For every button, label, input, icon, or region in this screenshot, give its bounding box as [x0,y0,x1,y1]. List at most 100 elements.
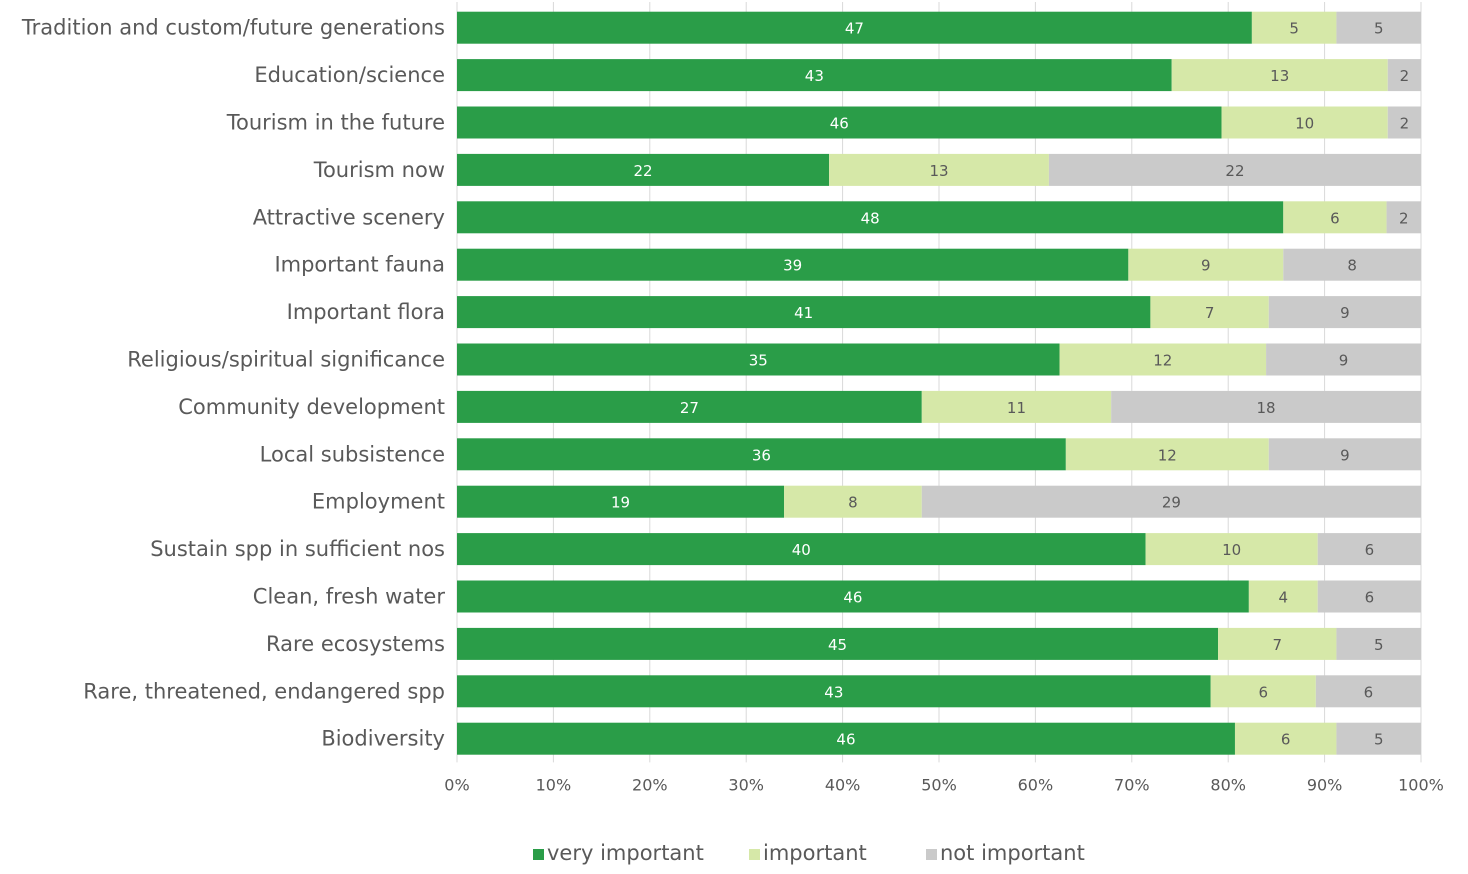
bar-segment-very-important [457,343,1060,376]
data-label: 11 [1007,399,1026,417]
data-label: 2 [1399,209,1409,227]
bar-segment-not-important [1317,580,1421,613]
data-label: 4 [1279,589,1289,607]
category-label: Rare, threatened, endangered spp [83,679,445,703]
data-label: 35 [749,352,768,370]
bar-segment-not-important [921,485,1421,518]
bar-segment-important [1283,201,1387,234]
bar-segment-very-important [457,722,1235,755]
bar-segment-not-important [1111,390,1421,423]
x-tick-label: 60% [1018,775,1054,794]
legend: very important important not important [533,841,1085,865]
bar-segment-important [1234,722,1337,755]
x-axis-ticks-layer: 0% 10% 20% 30% 40% 50% 60% 70% 80% 90% 100% [444,775,1444,794]
legend-swatch [926,849,937,860]
bar-segment-very-important [457,580,1249,613]
category-label: Tourism in the future [226,111,445,135]
bar-segment-important [1059,343,1267,376]
data-label: 6 [1365,541,1375,559]
category-label: Tradition and custom/future generations [21,16,445,40]
data-label: 5 [1374,20,1384,38]
category-label: Important fauna [274,253,445,277]
bar-segment-important [921,390,1112,423]
data-label: 5 [1374,636,1384,654]
bar-segment-important [1150,296,1269,329]
x-tick-label: 40% [825,775,861,794]
data-label: 5 [1374,731,1384,749]
data-label: 12 [1158,446,1177,464]
bars-layer [457,11,1421,755]
bar-segment-very-important [457,296,1151,329]
bar-segment-very-important [457,390,922,423]
bar-segment-not-important [1336,11,1421,44]
data-label: 8 [1347,257,1357,275]
data-label: 19 [611,494,630,512]
x-tick-label: 0% [444,775,469,794]
data-label: 8 [848,494,858,512]
bar-segment-very-important [457,533,1146,566]
category-label: Rare ecosystems [266,632,445,656]
data-label: 9 [1339,352,1349,370]
data-label: 29 [1162,494,1181,512]
legend-label: important [763,841,867,865]
data-label: 7 [1205,304,1215,322]
bar-segment-not-important [1266,343,1421,376]
x-tick-label: 80% [1210,775,1246,794]
x-tick-label: 20% [632,775,668,794]
bar-segment-important [1171,59,1388,92]
data-label: 2 [1400,67,1410,85]
data-label: 46 [830,115,849,133]
x-tick-label: 10% [536,775,572,794]
category-label: Education/science [254,63,445,87]
legend-label: not important [940,841,1085,865]
category-label: Sustain spp in sufficient nos [150,537,445,561]
legend-label: very important [547,841,704,865]
bar-segment-important [1218,627,1337,660]
data-label: 36 [752,446,771,464]
category-label: Important flora [287,300,445,324]
category-label: Biodiversity [321,727,445,751]
bar-segment-important [1210,675,1316,708]
bar-segment-very-important [457,106,1222,139]
data-label: 18 [1257,399,1276,417]
data-label: 9 [1201,257,1211,275]
data-label: 6 [1258,683,1268,701]
data-label: 27 [680,399,699,417]
category-label: Tourism now [313,158,445,182]
data-label: 12 [1153,352,1172,370]
bar-segment-important [1251,11,1337,44]
bar-segment-important [1065,438,1269,471]
data-label: 43 [805,67,824,85]
bar-segment-not-important [1268,438,1421,471]
data-label: 47 [845,20,864,38]
data-label: 40 [792,541,811,559]
bar-segment-important [1145,533,1318,566]
data-label: 45 [828,636,847,654]
data-label: 6 [1330,209,1340,227]
bar-segment-not-important [1315,675,1421,708]
bar-segment-very-important [457,11,1252,44]
category-label: Religious/spiritual significance [127,348,445,372]
category-label: Local subsistence [260,442,445,466]
data-label: 46 [836,731,855,749]
category-label: Clean, fresh water [253,585,446,609]
data-label: 41 [794,304,813,322]
x-tick-label: 90% [1307,775,1343,794]
bar-segment-important [1248,580,1318,613]
data-label: 9 [1340,446,1350,464]
bar-segment-not-important [1336,627,1421,660]
bar-segment-important [784,485,922,518]
legend-swatch [749,849,760,860]
bar-segment-not-important [1387,106,1421,139]
bar-segment-important [1221,106,1388,139]
x-tick-label: 30% [728,775,764,794]
data-label: 39 [783,257,802,275]
bar-segment-not-important [1283,248,1421,281]
data-label: 10 [1222,541,1241,559]
data-label: 13 [1270,67,1289,85]
data-label: 2 [1400,115,1410,133]
data-label: 7 [1272,636,1282,654]
